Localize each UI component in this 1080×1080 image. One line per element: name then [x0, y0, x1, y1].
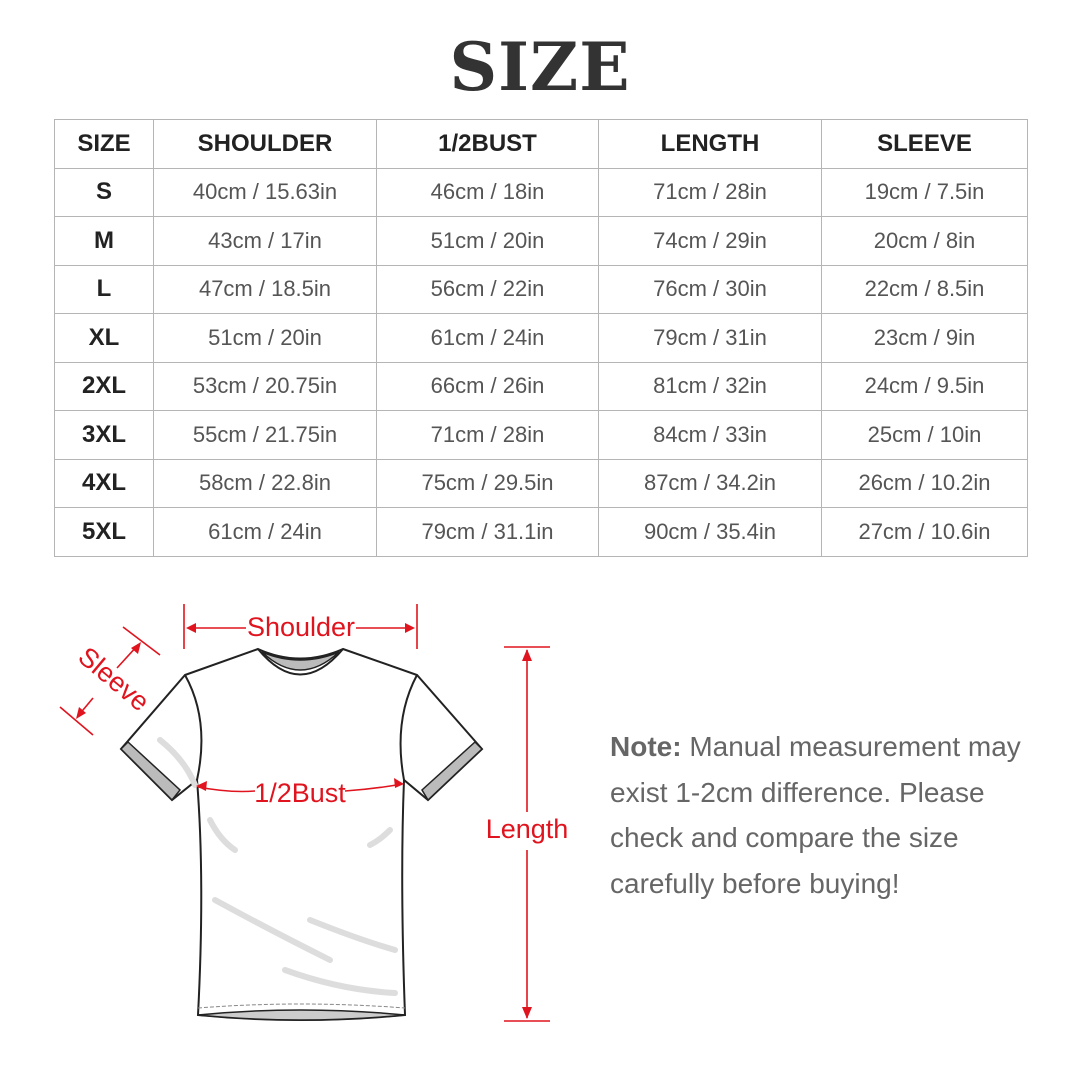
table-row: 2XL 53cm / 20.75in 66cm / 26in 81cm / 32in 2… [54, 361, 1028, 411]
measurement-cell: 56cm / 22in [376, 264, 599, 314]
measurement-cell: 23cm / 9in [821, 313, 1028, 363]
table-row: L 47cm / 18.5in 56cm / 22in 76cm / 30in 22cm… [54, 264, 1028, 314]
size-cell: 2XL [54, 361, 154, 411]
column-header: SIZE [54, 119, 154, 169]
note-label: Note: [610, 731, 682, 762]
measurement-cell: 51cm / 20in [153, 313, 377, 363]
table-row: M 43cm / 17in 51cm / 20in 74cm / 29in 20cm /… [54, 216, 1028, 266]
measurement-cell: 43cm / 17in [153, 216, 377, 266]
table-row: XL 51cm / 20in 61cm / 24in 79cm / 31in 23cm … [54, 313, 1028, 363]
size-cell: M [54, 216, 154, 266]
measurement-cell: 51cm / 20in [376, 216, 599, 266]
measurement-cell: 26cm / 10.2in [821, 458, 1028, 508]
column-header: LENGTH [598, 119, 822, 169]
measurement-cell: 61cm / 24in [376, 313, 599, 363]
measurement-cell: 90cm / 35.4in [598, 507, 822, 557]
shoulder-label: Shoulder [247, 612, 355, 642]
note-text: Manual measurement may exist 1-2cm diffe… [610, 731, 1021, 899]
size-cell: XL [54, 313, 154, 363]
size-cell: S [54, 167, 154, 217]
measurement-cell: 25cm / 10in [821, 410, 1028, 460]
table-row: 4XL 58cm / 22.8in 75cm / 29.5in 87cm / 34.2… [54, 458, 1028, 508]
measurement-cell: 71cm / 28in [376, 410, 599, 460]
measurement-cell: 40cm / 15.63in [153, 167, 377, 217]
measurement-cell: 27cm / 10.6in [821, 507, 1028, 557]
tshirt-illustration [119, 647, 484, 1021]
measurement-cell: 84cm / 33in [598, 410, 822, 460]
column-header: SLEEVE [821, 119, 1028, 169]
measurement-cell: 46cm / 18in [376, 167, 599, 217]
measurement-cell: 79cm / 31.1in [376, 507, 599, 557]
size-cell: 3XL [54, 410, 154, 460]
measurement-cell: 53cm / 20.75in [153, 361, 377, 411]
measurement-cell: 22cm / 8.5in [821, 264, 1028, 314]
length-label: Length [486, 814, 569, 844]
measurement-note: Note: Manual measurement may exist 1-2cm… [610, 724, 1050, 906]
size-cell: L [54, 264, 154, 314]
measurement-annotations [59, 604, 550, 1022]
page-title: SIZE [449, 28, 631, 106]
size-cell: 5XL [54, 507, 154, 557]
measurement-cell: 75cm / 29.5in [376, 458, 599, 508]
measurement-cell: 61cm / 24in [153, 507, 377, 557]
size-table: SIZE SHOULDER 1/2BUST LENGTH SLEEVE S 40cm / … [54, 119, 1028, 557]
bust-label: 1/2Bust [254, 778, 346, 808]
measurement-cell: 24cm / 9.5in [821, 361, 1028, 411]
measurement-cell: 74cm / 29in [598, 216, 822, 266]
table-header-row: SIZE SHOULDER 1/2BUST LENGTH SLEEVE [54, 119, 1028, 169]
table-row: S 40cm / 15.63in 46cm / 18in 71cm / 28in 19c… [54, 167, 1028, 217]
measurement-cell: 58cm / 22.8in [153, 458, 377, 508]
column-header: 1/2BUST [376, 119, 599, 169]
measurement-cell: 47cm / 18.5in [153, 264, 377, 314]
table-row: 3XL 55cm / 21.75in 71cm / 28in 84cm / 33in 2… [54, 410, 1028, 460]
table-row: 5XL 61cm / 24in 79cm / 31.1in 90cm / 35.4in… [54, 507, 1028, 557]
measurement-cell: 20cm / 8in [821, 216, 1028, 266]
sleeve-label: Sleeve [73, 641, 156, 717]
measurement-cell: 19cm / 7.5in [821, 167, 1028, 217]
measurement-cell: 87cm / 34.2in [598, 458, 822, 508]
